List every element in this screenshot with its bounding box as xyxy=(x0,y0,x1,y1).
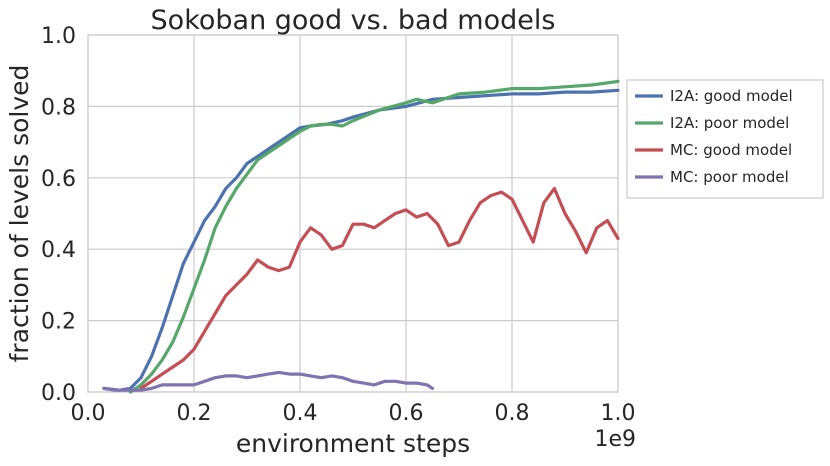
series-layer xyxy=(102,79,620,394)
y-tick-label: 1.0 xyxy=(41,24,76,49)
series-line-1 xyxy=(102,88,620,392)
y-tick-labels: 0.0 0.2 0.4 0.6 0.8 1.0 xyxy=(41,24,76,406)
y-tick-label: 0.0 xyxy=(41,381,76,406)
chart-title: Sokoban good vs. bad models xyxy=(151,5,556,36)
legend: I2A: good model I2A: poor model MC: good m… xyxy=(626,79,824,199)
y-axis-label: fraction of levels solved xyxy=(5,65,34,363)
x-tick-label: 0.2 xyxy=(177,401,212,426)
series-line-4 xyxy=(102,370,435,392)
legend-label-1: I2A: good model xyxy=(670,87,793,105)
x-tick-labels: 0.0 0.2 0.4 0.6 0.8 1.0 xyxy=(71,401,636,426)
y-tick-label: 0.6 xyxy=(41,167,76,192)
x-tick-label: 0.0 xyxy=(71,401,106,426)
legend-label-3: MC: good model xyxy=(670,141,792,159)
x-axis-label: environment steps xyxy=(236,429,470,458)
y-tick-label: 0.4 xyxy=(41,238,76,263)
legend-label-2: I2A: poor model xyxy=(670,114,789,132)
x-tick-label: 0.8 xyxy=(495,401,530,426)
plot-frame xyxy=(87,34,619,393)
x-tick-label: 1.0 xyxy=(601,401,636,426)
x-tick-label: 0.4 xyxy=(283,401,318,426)
series-line-2 xyxy=(128,79,620,394)
y-tick-label: 0.2 xyxy=(41,310,76,335)
legend-label-4: MC: poor model xyxy=(670,168,789,186)
series-line-3 xyxy=(139,186,620,390)
x-tick-label: 0.6 xyxy=(389,401,424,426)
y-tick-label: 0.8 xyxy=(41,95,76,120)
x-scale-label: 1e9 xyxy=(594,427,636,452)
